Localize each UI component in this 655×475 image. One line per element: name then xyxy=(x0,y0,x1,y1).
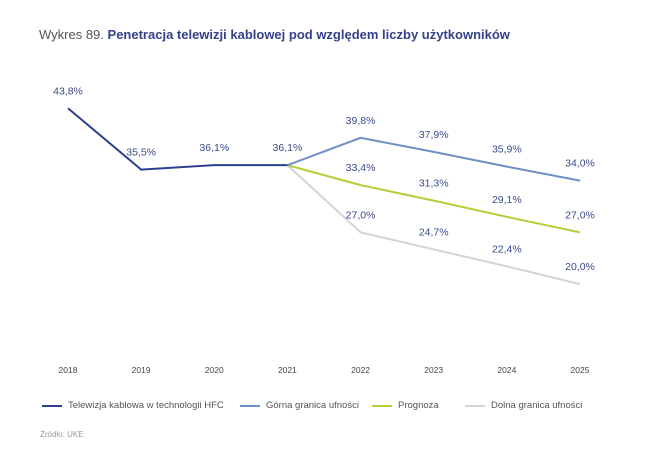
x-tick-label: 2024 xyxy=(497,365,516,375)
series-line-3 xyxy=(286,164,581,286)
data-label: 24,7% xyxy=(419,226,449,238)
data-label: 27,0% xyxy=(346,209,376,221)
legend-swatch xyxy=(42,404,62,407)
legend-label: Górna granica ufności xyxy=(266,400,359,411)
x-tick-label: 2018 xyxy=(59,365,78,375)
source-note: Źródło: UKE xyxy=(40,430,84,439)
series-line-0 xyxy=(67,107,288,171)
data-label: 29,1% xyxy=(492,194,522,206)
legend-label: Dolna granica ufności xyxy=(491,400,583,411)
x-tick-label: 2023 xyxy=(424,365,443,375)
legend-item-lower: Dolna granica ufności xyxy=(465,400,582,411)
data-label: 37,9% xyxy=(419,129,449,141)
series-line-1 xyxy=(287,136,581,182)
data-label: 36,1% xyxy=(199,142,229,154)
figure-number: Wykres 89. xyxy=(39,27,104,42)
data-label: 20,0% xyxy=(565,261,595,273)
data-label: 34,0% xyxy=(565,158,595,170)
legend-label: Prognoza xyxy=(398,400,439,411)
title-text: Penetracja telewizji kablowej pod względ… xyxy=(107,27,510,42)
data-label: 33,4% xyxy=(346,162,376,174)
series-line-2 xyxy=(287,164,581,234)
data-label: 35,5% xyxy=(126,147,156,159)
x-tick-label: 2022 xyxy=(351,365,370,375)
x-tick-label: 2020 xyxy=(205,365,224,375)
data-label: 43,8% xyxy=(53,85,83,97)
legend-item-forecast: Prognoza xyxy=(372,400,439,411)
data-label: 22,4% xyxy=(492,243,522,255)
x-tick-label: 2025 xyxy=(571,365,590,375)
legend-swatch xyxy=(372,404,392,407)
legend-swatch xyxy=(240,404,260,407)
x-tick-label: 2021 xyxy=(278,365,297,375)
chart-title: Wykres 89. Penetracja telewizji kablowej… xyxy=(39,27,510,42)
data-label: 31,3% xyxy=(419,178,449,190)
data-label: 35,9% xyxy=(492,144,522,156)
legend-swatch xyxy=(465,404,485,407)
x-tick-label: 2019 xyxy=(132,365,151,375)
data-label: 27,0% xyxy=(565,209,595,221)
data-label: 36,1% xyxy=(273,142,303,154)
data-label: 39,8% xyxy=(346,115,376,127)
legend-item-upper: Górna granica ufności xyxy=(240,400,359,411)
legend-item-hfc: Telewizja kablowa w technologii HFC xyxy=(42,400,224,411)
legend-label: Telewizja kablowa w technologii HFC xyxy=(68,400,224,411)
